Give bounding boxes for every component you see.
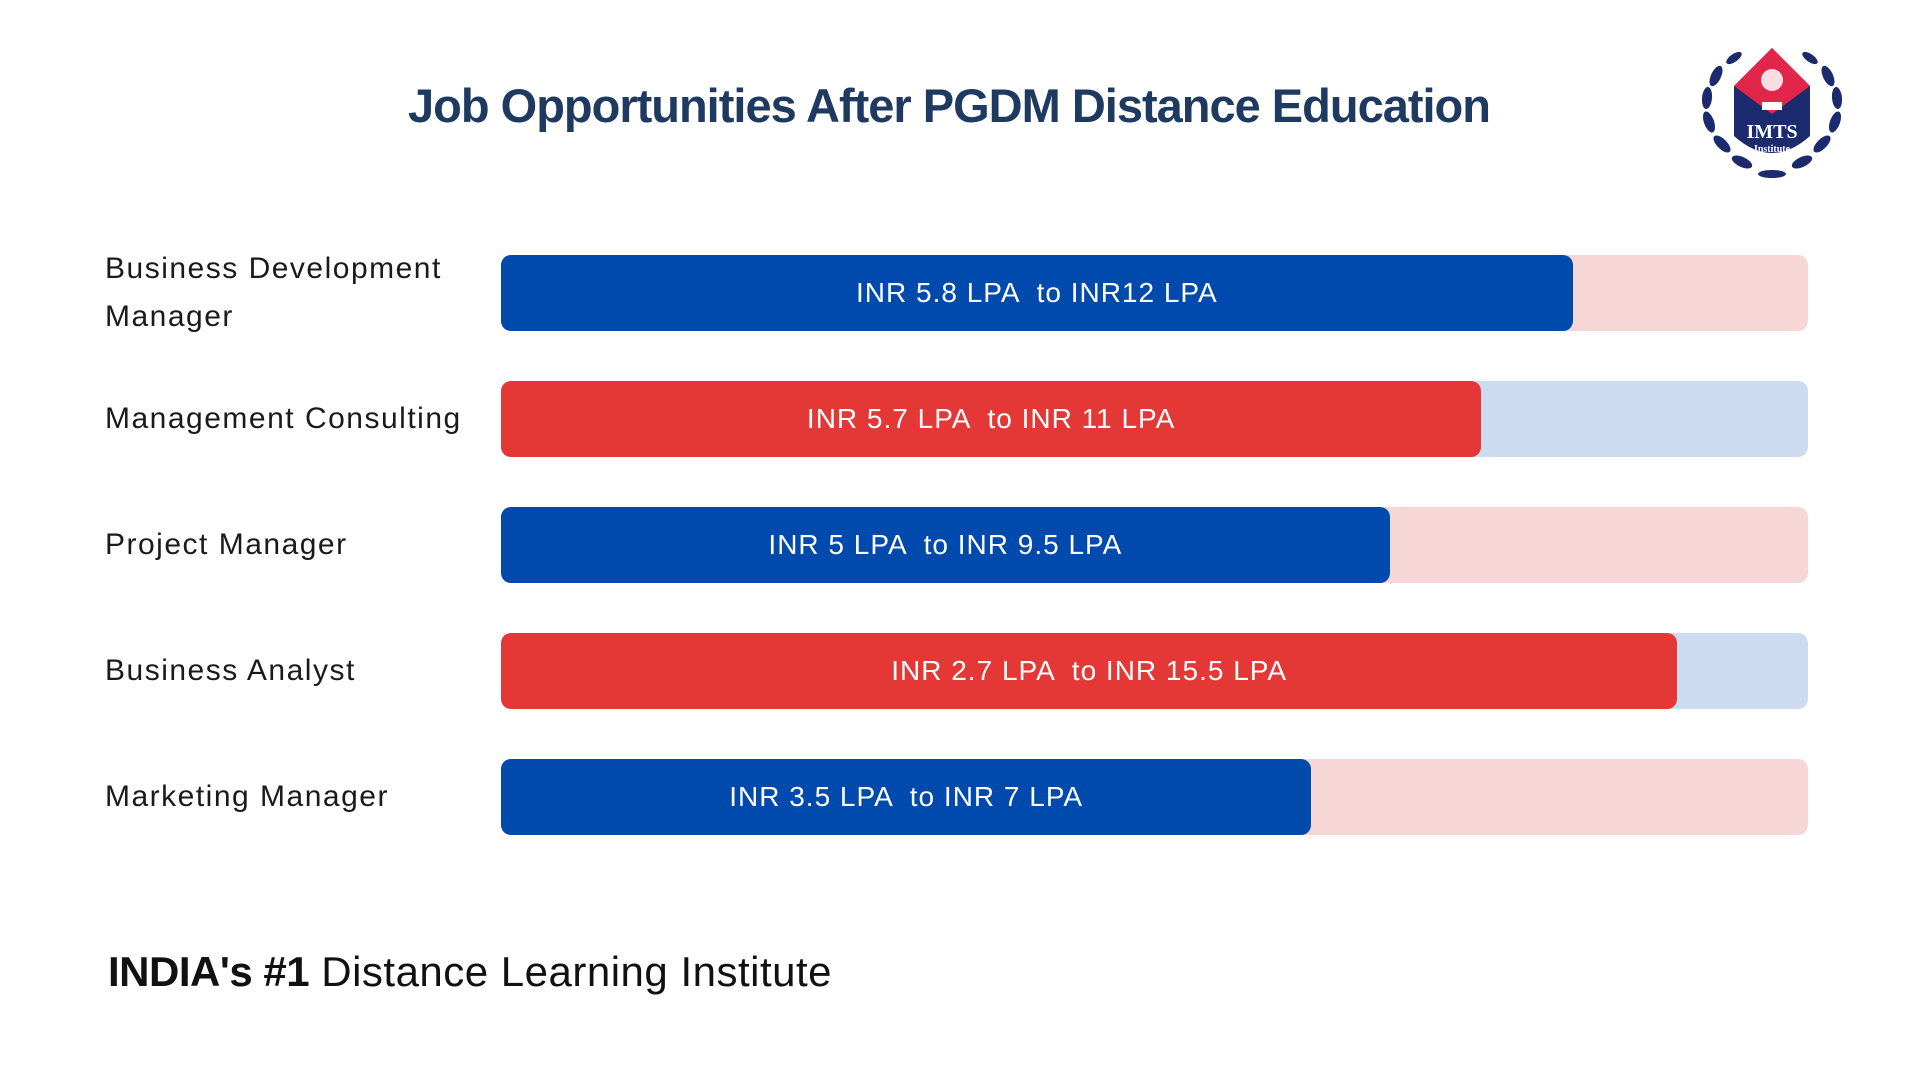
tagline: INDIA's #1 Distance Learning Institute — [108, 948, 832, 996]
bar-track: INR 3.5 LPA to INR 7 LPA — [501, 759, 1808, 835]
bar-track: INR 5 LPA to INR 9.5 LPA — [501, 507, 1808, 583]
bar: INR 5.8 LPA to INR12 LPA — [501, 255, 1573, 331]
category-label: Marketing Manager — [105, 780, 389, 813]
bar: INR 3.5 LPA to INR 7 LPA — [501, 759, 1312, 835]
bar-track: INR 2.7 LPA to INR 15.5 LPA — [501, 633, 1808, 709]
category-label: Business Development Manager — [105, 252, 442, 333]
category-label: Project Manager — [105, 528, 348, 561]
bar-row: Business Development Manager INR 5.8 LPA … — [0, 252, 1920, 333]
bar-data-label: INR 5 LPA to INR 9.5 LPA — [768, 529, 1123, 560]
tagline-rest: Distance Learning Institute — [309, 948, 833, 995]
logo-text: IMTS — [1746, 121, 1797, 143]
category-label: Management Consulting — [105, 402, 462, 435]
imts-logo: IMTS Institute — [1701, 48, 1843, 178]
bar: INR 2.7 LPA to INR 15.5 LPA — [501, 633, 1678, 709]
category-label: Business Analyst — [105, 654, 356, 687]
bar-row: Project Manager INR 5 LPA to INR 9.5 LPA — [0, 507, 1920, 583]
logo-subtext: Institute — [1754, 144, 1791, 155]
page-title: Job Opportunities After PGDM Distance Ed… — [408, 79, 1491, 132]
bar-data-label: INR 5.7 LPA to INR 11 LPA — [806, 403, 1176, 434]
bar-data-label: INR 5.8 LPA to INR12 LPA — [856, 277, 1218, 308]
bar: INR 5 LPA to INR 9.5 LPA — [501, 507, 1390, 583]
bar-row: Management Consulting INR 5.7 LPA to INR … — [0, 381, 1920, 457]
tagline-bold: INDIA's #1 — [108, 948, 310, 995]
laurel-wreath-icon — [1701, 51, 1843, 178]
bar-row: Marketing Manager INR 3.5 LPA to INR 7 LP… — [0, 759, 1920, 835]
bar: INR 5.7 LPA to INR 11 LPA — [501, 381, 1482, 457]
bar-track: INR 5.7 LPA to INR 11 LPA — [501, 381, 1808, 457]
bar-row: Business Analyst INR 2.7 LPA to INR 15.5 … — [0, 633, 1920, 709]
bar-data-label: INR 2.7 LPA to INR 15.5 LPA — [891, 655, 1288, 686]
bar-track: INR 5.8 LPA to INR12 LPA — [501, 255, 1808, 331]
bar-data-label: INR 3.5 LPA to INR 7 LPA — [729, 781, 1084, 812]
